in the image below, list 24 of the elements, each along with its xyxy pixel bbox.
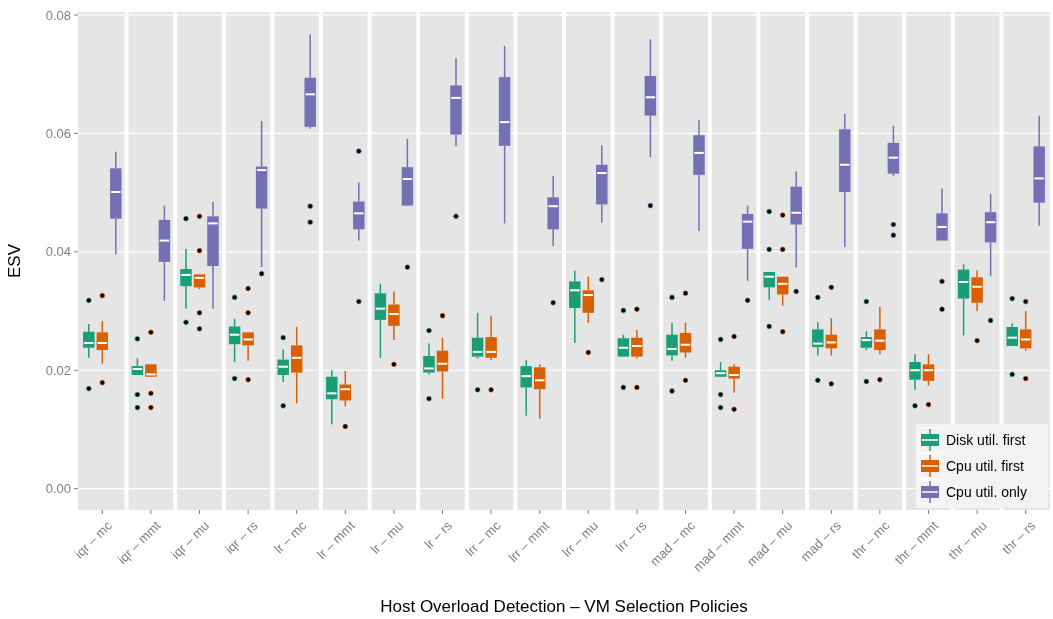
x-tick-label: lr – mu: [367, 517, 407, 557]
x-tick-label: iqr – mc: [71, 517, 116, 562]
x-tick-label: iqr – mu: [168, 517, 213, 562]
y-tick-label: 0.00: [45, 481, 71, 497]
x-axis-title: Host Overload Detection – VM Selection Policies: [380, 597, 748, 616]
y-axis-title: ESV: [5, 243, 24, 279]
y-tick-label: 0.02: [45, 362, 71, 378]
x-tick-label: thr – rs: [999, 517, 1039, 558]
x-tick-label: thr – mmt: [891, 517, 942, 568]
x-tick-label: lr – mc: [271, 517, 310, 557]
y-tick-label: 0.04: [45, 244, 71, 260]
x-tick-label: iqr – rs: [221, 517, 262, 557]
x-tick-label: lrr – rs: [612, 517, 650, 555]
x-tick-label: lrr – mu: [559, 517, 601, 560]
x-tick-label: lrr – mmt: [505, 517, 553, 565]
y-tick-label: 0.06: [45, 125, 71, 141]
legend-label: Disk util. first: [946, 431, 1026, 448]
y-tick-label: 0.08: [45, 7, 71, 23]
legend-label: Cpu util. only: [946, 483, 1027, 500]
x-tick-label: lrr – mc: [462, 517, 504, 560]
x-tick-label: lr – rs: [421, 517, 456, 552]
x-tick-label: thr – mc: [848, 517, 893, 562]
x-tick-label: thr – mu: [945, 517, 990, 563]
legend-label: Cpu util. first: [946, 457, 1024, 474]
